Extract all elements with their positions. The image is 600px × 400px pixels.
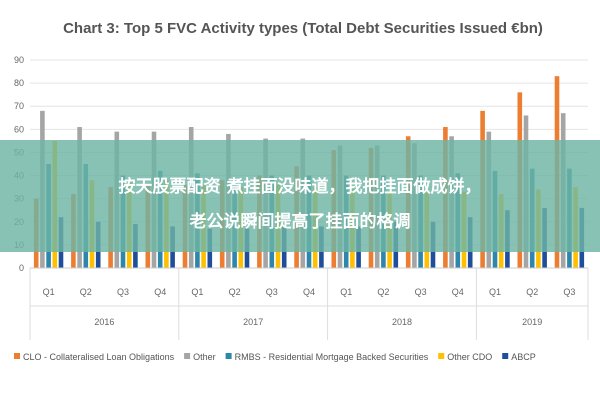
legend-swatch	[184, 353, 191, 359]
year-label: 2016	[94, 317, 114, 327]
x-tick-label: Q2	[526, 287, 538, 297]
legend-swatch	[502, 353, 509, 359]
year-label: 2017	[243, 317, 263, 327]
legend-label: CLO - Collateralised Loan Obligations	[23, 352, 175, 362]
x-tick-label: Q1	[340, 287, 352, 297]
legend-label: RMBS - Residential Mortgage Backed Secur…	[235, 352, 429, 362]
legend-label: Other CDO	[447, 352, 492, 362]
y-tick-label: 60	[14, 124, 24, 134]
overlay-text-line-1: 按天股票配资 煮挂面没味道，我把挂面做成饼，	[118, 177, 482, 197]
x-tick-label: Q3	[266, 287, 278, 297]
x-axis: Q1 Q2 Q3 Q4 Q1 Q2 Q3 Q4 Q1 Q2 Q3 Q4 Q1 Q2 Q3 2016 2017 20…	[29, 267, 589, 340]
legend-label: ABCP	[511, 352, 536, 362]
x-tick-label: Q4	[303, 287, 315, 297]
legend-swatch	[438, 353, 445, 359]
x-tick-label: Q3	[415, 287, 427, 297]
x-tick-label: Q1	[191, 287, 203, 297]
chart-title: Chart 3: Top 5 FVC Activity types (Total…	[63, 20, 543, 37]
promo-overlay-band	[0, 140, 600, 252]
legend-swatch	[225, 353, 232, 359]
legend: CLO - Collateralised Loan Obligations Oth…	[14, 352, 536, 362]
x-tick-label: Q2	[377, 287, 389, 297]
legend-swatch	[14, 353, 20, 359]
y-tick-label: 80	[14, 78, 24, 88]
x-tick-label: Q3	[563, 287, 575, 297]
legend-label: Other	[193, 352, 216, 362]
year-label: 2018	[392, 317, 412, 327]
x-tick-label: Q4	[452, 287, 464, 297]
x-tick-label: Q3	[117, 287, 129, 297]
x-tick-label: Q4	[154, 287, 166, 297]
x-tick-label: Q2	[80, 287, 92, 297]
x-tick-label: Q1	[43, 287, 55, 297]
y-tick-label: 70	[14, 101, 24, 111]
overlay-text-line-2: 老公说瞬间提高了挂面的格调	[189, 212, 411, 232]
x-tick-label: Q2	[229, 287, 241, 297]
x-tick-label: Q1	[489, 287, 501, 297]
y-tick-label: 0	[19, 263, 24, 273]
y-tick-label: 90	[14, 55, 24, 65]
year-label: 2019	[522, 317, 542, 327]
